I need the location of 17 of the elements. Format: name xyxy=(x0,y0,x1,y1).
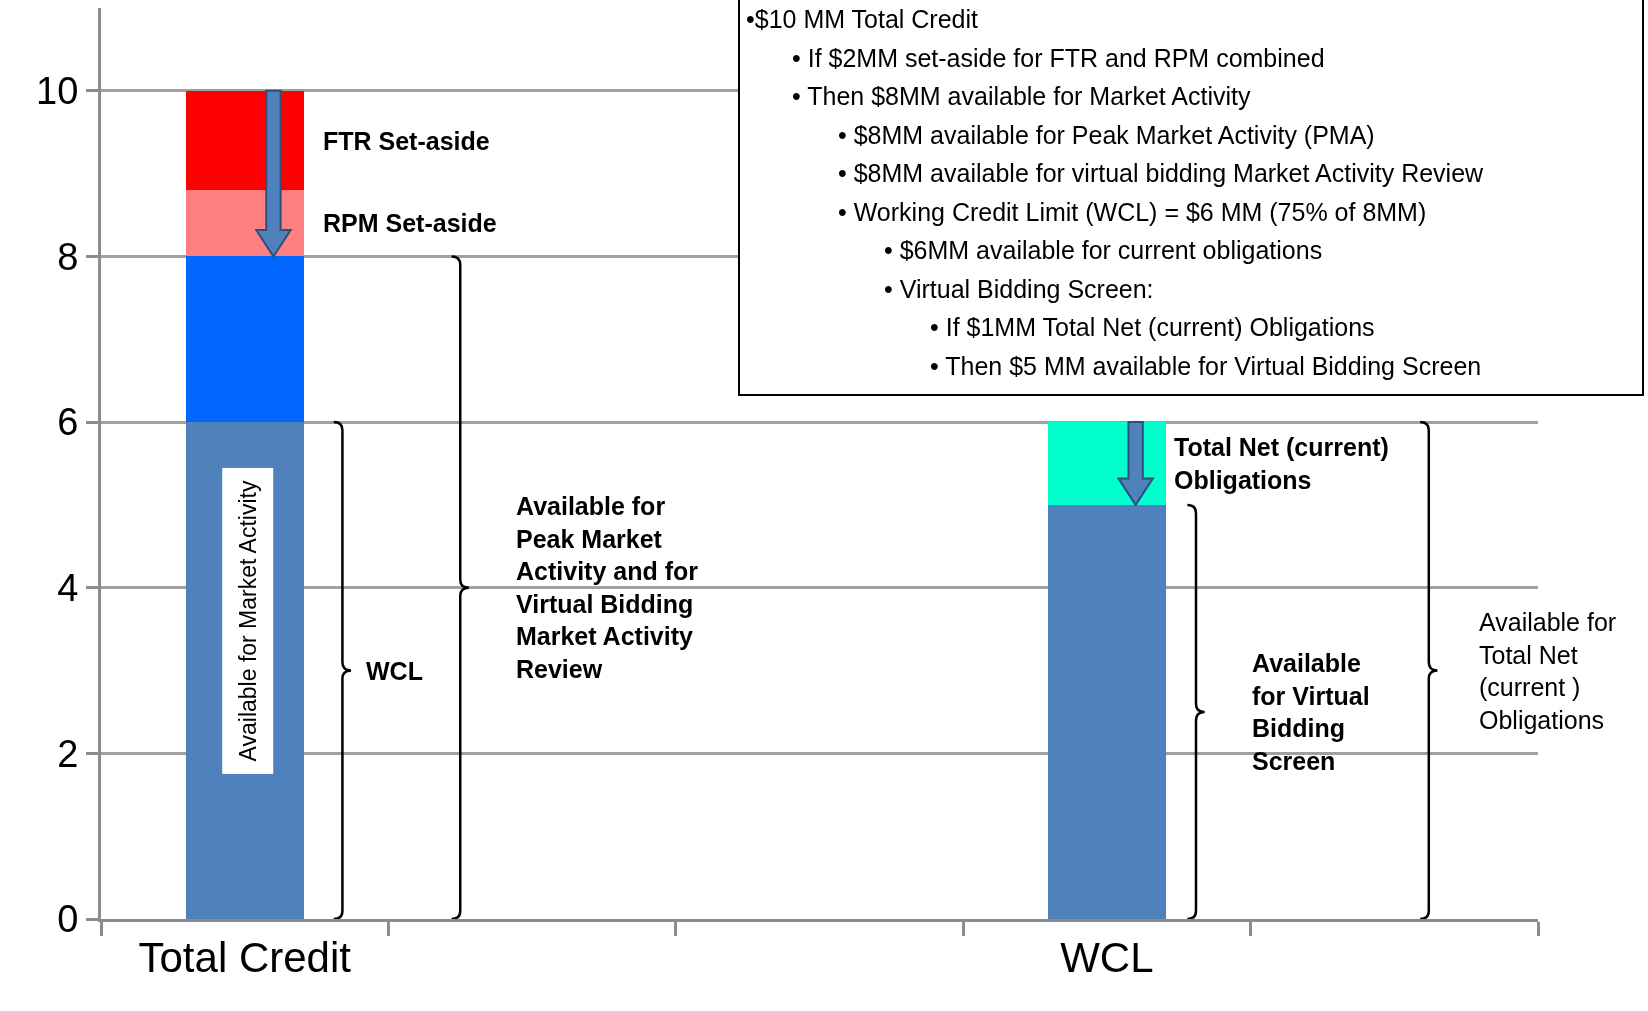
x-tick-label: Total Credit xyxy=(138,934,352,982)
annotation: RPM Set-aside xyxy=(323,209,497,237)
y-tick-label: 4 xyxy=(57,567,79,610)
annotation: Available for Market Activity xyxy=(234,480,261,762)
bar xyxy=(185,256,304,423)
annotation: Total Net (current) Obligations xyxy=(1174,433,1389,494)
annotation: Available for Total Net (current ) Obligations xyxy=(1479,608,1617,734)
y-tick-label: 0 xyxy=(57,898,79,941)
y-tick-label: 6 xyxy=(57,401,79,444)
annotation: Available for Virtual Bidding Screen xyxy=(1252,649,1370,775)
annotation: FTR Set-aside xyxy=(323,127,490,155)
y-tick-label: 8 xyxy=(57,235,79,278)
text: •$10 MM Total Credit • If $2MM set-aside for FTR and RPM combined • Then $8MM available for Market Activity • $8MM available for Peak Market Activity (PMA) • $8MM available for virtual bidding Market Activity Review • Working Credit Limit (WCL) = $6 MM (75% of 8MM) • $6MM available for current obligations • Virtual Bidding Screen: • If $1MM Total Net (current) Obligations • Then $5 MM available for Virtual Bidding Screen xyxy=(746,5,1484,380)
annotation: Available for Peak Market Activity and for Virtual Bidding Market Activity Review xyxy=(516,492,699,683)
annotation: WCL xyxy=(366,657,423,685)
y-tick-label: 10 xyxy=(36,70,79,113)
y-tick-label: 2 xyxy=(57,732,79,775)
